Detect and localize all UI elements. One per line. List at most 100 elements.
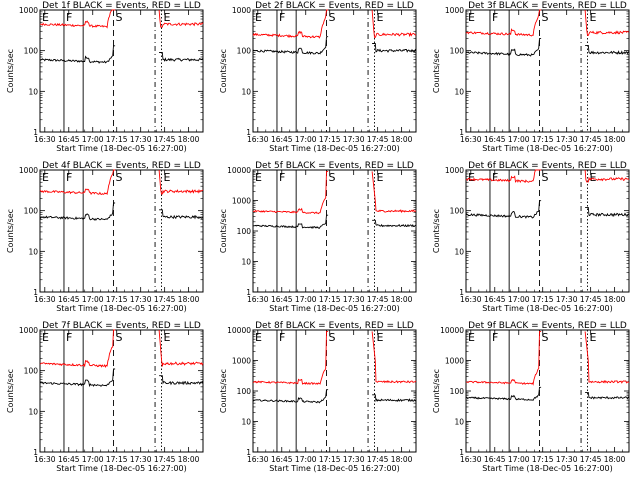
axes-frame [252, 329, 417, 453]
panel-3: Det 3f BLACK = Events, RED = LLD 1 10 100 10… [432, 1, 630, 153]
x-tick-label: 17:15 [319, 455, 341, 464]
y-tick-label: 1000 [445, 6, 464, 15]
panel-title: Det 7f BLACK = Events, RED = LLD [42, 321, 201, 331]
x-tick-label: 16:45 [484, 455, 506, 464]
lld-series-line [465, 330, 542, 386]
x-tick-label: 18:00 [178, 135, 200, 144]
y-tick-label: 1 [33, 128, 38, 137]
axes-frame [465, 329, 630, 453]
marker-label: S [116, 171, 123, 184]
y-tick-label: 10000 [227, 326, 251, 335]
panel-title: Det 5f BLACK = Events, RED = LLD [255, 161, 414, 171]
marker-label: S [329, 11, 336, 24]
axes-frame [39, 9, 204, 133]
x-axis-label: Start Time (18-Dec-05 16:27:00) [56, 144, 187, 153]
x-tick-label: 16:45 [58, 135, 80, 144]
y-tick-label: 1 [459, 448, 464, 457]
axes-frame [252, 9, 417, 133]
y-tick-label: 100 [24, 47, 39, 56]
marker-label: E [163, 11, 170, 24]
x-tick-label: 18:00 [391, 295, 413, 304]
x-tick-label: 18:00 [391, 455, 413, 464]
panel-title: Det 2f BLACK = Events, RED = LLD [255, 1, 414, 11]
y-tick-label: 1 [33, 448, 38, 457]
x-tick-label: 16:30 [460, 295, 482, 304]
lld-series-line [371, 171, 417, 214]
y-tick-label: 1000 [232, 6, 251, 15]
events-series-line [159, 209, 204, 220]
x-tick-label: 16:30 [34, 135, 56, 144]
marker-label: S [116, 331, 123, 344]
marker-label: S [329, 171, 336, 184]
marker-label: E [468, 171, 475, 184]
marker-label: S [542, 331, 549, 344]
marker-label: S [542, 11, 549, 24]
events-series-line [39, 368, 116, 388]
x-tick-label: 17:00 [82, 455, 104, 464]
x-axis-label: Start Time (18-Dec-05 16:27:00) [56, 464, 187, 473]
x-tick-label: 17:45 [367, 135, 389, 144]
marker-label: F [492, 331, 498, 344]
marker-label: E [468, 11, 475, 24]
x-tick-label: 18:00 [604, 455, 626, 464]
x-tick-label: 16:45 [484, 295, 506, 304]
y-tick-label: 10 [241, 87, 251, 96]
x-tick-label: 18:00 [604, 295, 626, 304]
y-tick-label: 1 [246, 128, 251, 137]
x-tick-label: 17:30 [556, 295, 578, 304]
events-series-line [252, 389, 329, 404]
marker-label: E [376, 331, 383, 344]
x-tick-label: 16:30 [460, 135, 482, 144]
y-axis-label: Counts/sec [6, 369, 15, 413]
x-tick-label: 17:30 [343, 295, 365, 304]
axes-frame [39, 329, 204, 453]
marker-label: E [255, 331, 262, 344]
y-tick-label: 1 [246, 448, 251, 457]
marker-label: S [329, 331, 336, 344]
events-series-line [372, 394, 417, 403]
events-series-line [465, 386, 542, 401]
x-tick-label: 18:00 [604, 135, 626, 144]
y-axis-label: Counts/sec [219, 209, 228, 253]
y-tick-label: 1000 [19, 166, 38, 175]
x-tick-label: 17:45 [154, 455, 176, 464]
x-tick-label: 16:30 [34, 455, 56, 464]
marker-label: E [163, 331, 170, 344]
x-tick-label: 17:00 [295, 295, 317, 304]
marker-label: E [376, 11, 383, 24]
axes-frame [252, 169, 417, 293]
marker-label: E [589, 171, 596, 184]
panel-title: Det 4f BLACK = Events, RED = LLD [42, 161, 201, 171]
lld-series-line [39, 329, 116, 368]
lld-series-line [465, 169, 542, 184]
x-tick-label: 17:15 [106, 295, 128, 304]
lld-series-line [584, 169, 630, 183]
marker-label: S [542, 171, 549, 184]
lld-series-line [371, 9, 417, 38]
y-tick-label: 10 [454, 87, 464, 96]
lld-series-line [158, 329, 204, 367]
panel-title: Det 3f BLACK = Events, RED = LLD [468, 1, 627, 11]
y-tick-label: 10 [241, 258, 251, 267]
panel-title: Det 6f BLACK = Events, RED = LLD [468, 161, 627, 171]
x-tick-label: 17:45 [154, 135, 176, 144]
x-tick-label: 17:15 [106, 135, 128, 144]
x-tick-label: 17:15 [532, 455, 554, 464]
axes-frame [465, 169, 630, 293]
events-series-line [372, 43, 417, 53]
y-tick-label: 1 [33, 288, 38, 297]
x-tick-label: 17:00 [508, 135, 530, 144]
marker-label: E [42, 171, 49, 184]
lld-series-line [39, 9, 116, 29]
x-tick-label: 17:30 [556, 455, 578, 464]
y-tick-label: 10 [28, 87, 38, 96]
y-axis-label: Counts/sec [432, 49, 441, 93]
x-tick-label: 17:00 [82, 295, 104, 304]
y-tick-label: 10000 [227, 166, 251, 175]
panel-4: Det 4f BLACK = Events, RED = LLD 1 10 100 10… [6, 161, 204, 313]
marker-label: S [116, 11, 123, 24]
events-series-line [585, 44, 630, 55]
x-axis-label: Start Time (18-Dec-05 16:27:00) [56, 304, 187, 313]
y-tick-label: 100 [237, 227, 252, 236]
marker-label: F [66, 171, 72, 184]
